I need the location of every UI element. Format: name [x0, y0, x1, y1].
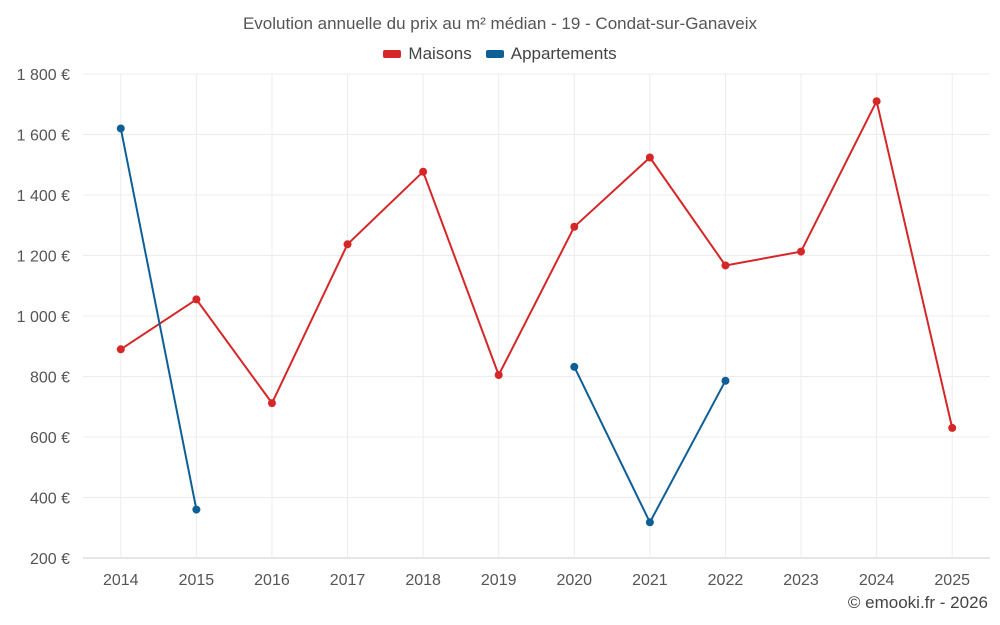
data-point-maisons-2022 — [721, 261, 730, 270]
x-tick-label: 2023 — [783, 572, 819, 589]
x-tick-label: 2021 — [632, 572, 668, 589]
legend-label-appartements: Appartements — [510, 44, 617, 63]
legend-item-maisons[interactable]: Maisons — [383, 44, 472, 64]
series-line-appartements — [119, 128, 198, 510]
data-point-maisons-2019 — [494, 370, 503, 379]
series-line-maisons — [120, 100, 954, 429]
data-point-appartements-2022 — [721, 376, 730, 385]
data-point-maisons-2021 — [645, 153, 654, 162]
x-tick-label: 2016 — [254, 572, 290, 589]
y-tick-label: 400 € — [30, 491, 70, 508]
data-point-appartements-2014 — [116, 124, 125, 133]
x-tick-label: 2024 — [859, 572, 895, 589]
data-point-maisons-2017 — [343, 240, 352, 249]
grid — [83, 73, 990, 559]
data-point-maisons-2015 — [192, 295, 201, 304]
data-point-maisons-2014 — [116, 345, 125, 354]
axes: 200 € 400 € 600 € 800 € 1 000 € 1 200 € 1 400 … — [17, 67, 970, 589]
x-tick-label: 2020 — [556, 572, 592, 589]
y-tick-label: 1 400 € — [17, 188, 70, 205]
x-tick-label: 2018 — [405, 572, 441, 589]
legend-swatch-maisons — [383, 50, 402, 58]
x-tick-label: 2019 — [481, 572, 517, 589]
x-tick-label: 2015 — [179, 572, 215, 589]
y-tick-label: 1 600 € — [17, 128, 70, 145]
y-tick-label: 1 000 € — [17, 309, 70, 326]
legend-label-maisons: Maisons — [408, 44, 472, 63]
x-tick-label: 2022 — [708, 572, 744, 589]
data-point-maisons-2023 — [797, 247, 806, 256]
y-tick-label: 200 € — [30, 551, 70, 568]
x-tick-label: 2025 — [934, 572, 970, 589]
data-point-maisons-2025 — [948, 423, 957, 432]
data-point-maisons-2020 — [570, 222, 579, 231]
x-tick-label: 2014 — [103, 572, 139, 589]
y-tick-label: 800 € — [30, 370, 70, 387]
data-point-maisons-2018 — [419, 167, 428, 176]
data-point-appartements-2015 — [192, 505, 201, 514]
chart-title: Evolution annuelle du prix au m² médian … — [242, 14, 758, 33]
legend: Maisons Appartements — [0, 44, 1000, 64]
legend-item-appartements[interactable]: Appartements — [485, 44, 617, 64]
data-point-appartements-2021 — [645, 518, 654, 527]
y-tick-label: 1 200 € — [17, 249, 70, 266]
data-point-appartements-2020 — [570, 362, 579, 371]
y-tick-label: 600 € — [30, 430, 70, 447]
data-point-maisons-2024 — [872, 97, 881, 106]
legend-swatch-appartements — [485, 50, 504, 58]
series — [116, 97, 957, 527]
x-tick-label: 2017 — [330, 572, 366, 589]
credit-text: © emooki.fr - 2026 — [847, 593, 988, 612]
data-point-maisons-2016 — [267, 399, 276, 408]
y-tick-label: 1 800 € — [17, 67, 70, 84]
